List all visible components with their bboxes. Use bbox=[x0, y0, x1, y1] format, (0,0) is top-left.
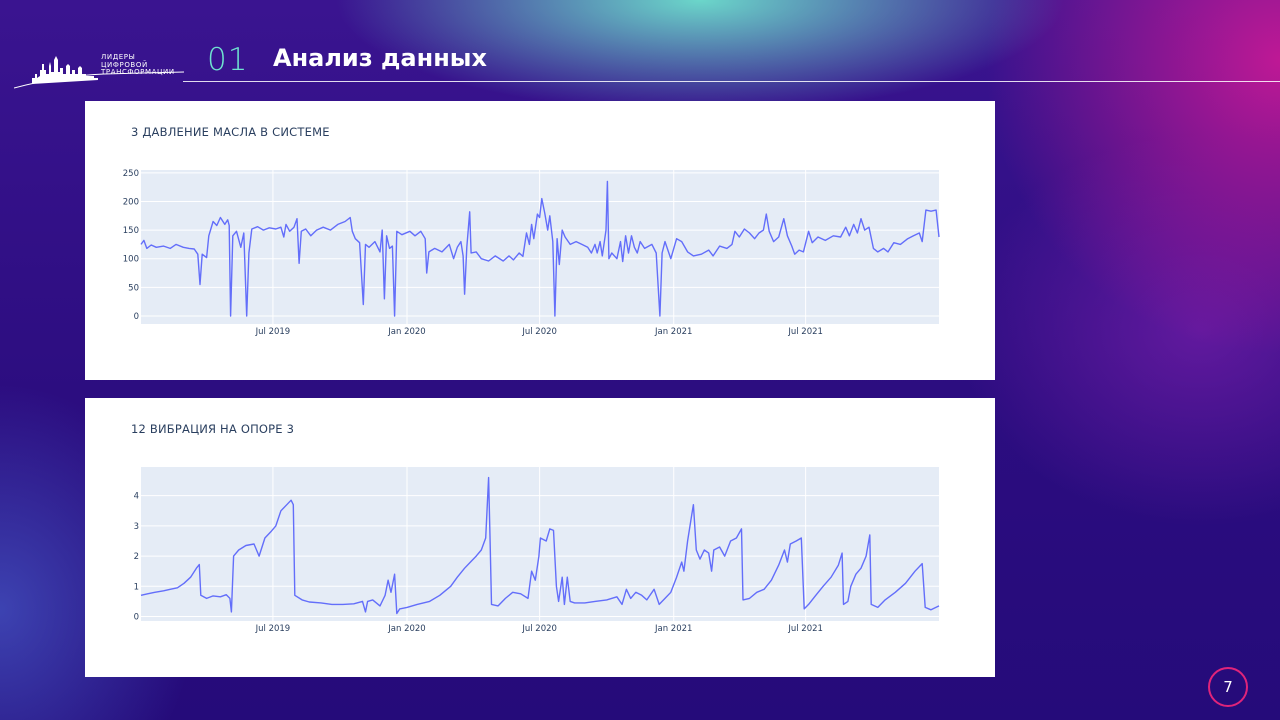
x-tick-label: Jul 2019 bbox=[255, 327, 291, 337]
section-number: 01 bbox=[207, 42, 249, 78]
chart-oil-pressure: 0 50 100 150 200 250 Jul 2019 Jan 2020 Jul 2020 J… bbox=[123, 169, 940, 337]
y-tick-label: 200 bbox=[123, 197, 139, 207]
y-tick-label: 250 bbox=[123, 169, 139, 179]
header-divider bbox=[183, 81, 1280, 82]
series-line bbox=[140, 180, 940, 317]
y-tick-label: 4 bbox=[134, 492, 139, 502]
logo-line-1: ЛИДЕРЫ bbox=[101, 53, 136, 61]
x-tick-label: Jul 2019 bbox=[255, 624, 291, 634]
y-tick-label: 0 bbox=[134, 312, 139, 322]
x-tick-label: Jan 2021 bbox=[654, 624, 692, 634]
logo-line-3: ТРАНСФОРМАЦИИ bbox=[101, 68, 175, 76]
y-tick-label: 3 bbox=[134, 522, 139, 532]
chart-title: 3 ДАВЛЕНИЕ МАСЛА В СИСТЕМЕ bbox=[131, 125, 330, 139]
x-tick-label: Jul 2021 bbox=[787, 624, 823, 634]
chart-panel-vibration: 12 ВИБРАЦИЯ НА ОПОРЕ 3 0 1 2 3 4 Jul 2019 Jan … bbox=[85, 398, 995, 677]
page-number: 7 bbox=[1208, 667, 1248, 707]
y-tick-label: 1 bbox=[134, 582, 139, 592]
y-tick-label: 150 bbox=[123, 226, 139, 236]
series-line bbox=[140, 476, 940, 615]
x-tick-label: Jul 2020 bbox=[521, 327, 557, 337]
y-tick-label: 50 bbox=[128, 283, 139, 293]
page-title: Анализ данных bbox=[273, 44, 487, 72]
chart-title: 12 ВИБРАЦИЯ НА ОПОРЕ 3 bbox=[131, 422, 295, 436]
y-tick-label: 0 bbox=[134, 612, 139, 622]
logo-skyline-icon bbox=[14, 56, 184, 89]
x-tick-label: Jan 2020 bbox=[387, 327, 425, 337]
y-tick-label: 100 bbox=[123, 255, 139, 265]
chart-panel-oil-pressure: 3 ДАВЛЕНИЕ МАСЛА В СИСТЕМЕ 0 50 100 150 200 2… bbox=[85, 101, 995, 380]
x-tick-label: Jan 2021 bbox=[654, 327, 692, 337]
logo-text: ЛИДЕРЫ ЦИФРОВОЙ ТРАНСФОРМАЦИИ bbox=[101, 53, 175, 77]
y-tick-label: 2 bbox=[134, 552, 139, 562]
x-tick-label: Jan 2020 bbox=[387, 624, 425, 634]
logo-line-2: ЦИФРОВОЙ bbox=[101, 60, 148, 69]
x-tick-label: Jul 2020 bbox=[521, 624, 557, 634]
x-tick-label: Jul 2021 bbox=[787, 327, 823, 337]
chart-vibration: 0 1 2 3 4 Jul 2019 Jan 2020 Jul 2020 Jan 2021 Jul… bbox=[134, 467, 940, 634]
